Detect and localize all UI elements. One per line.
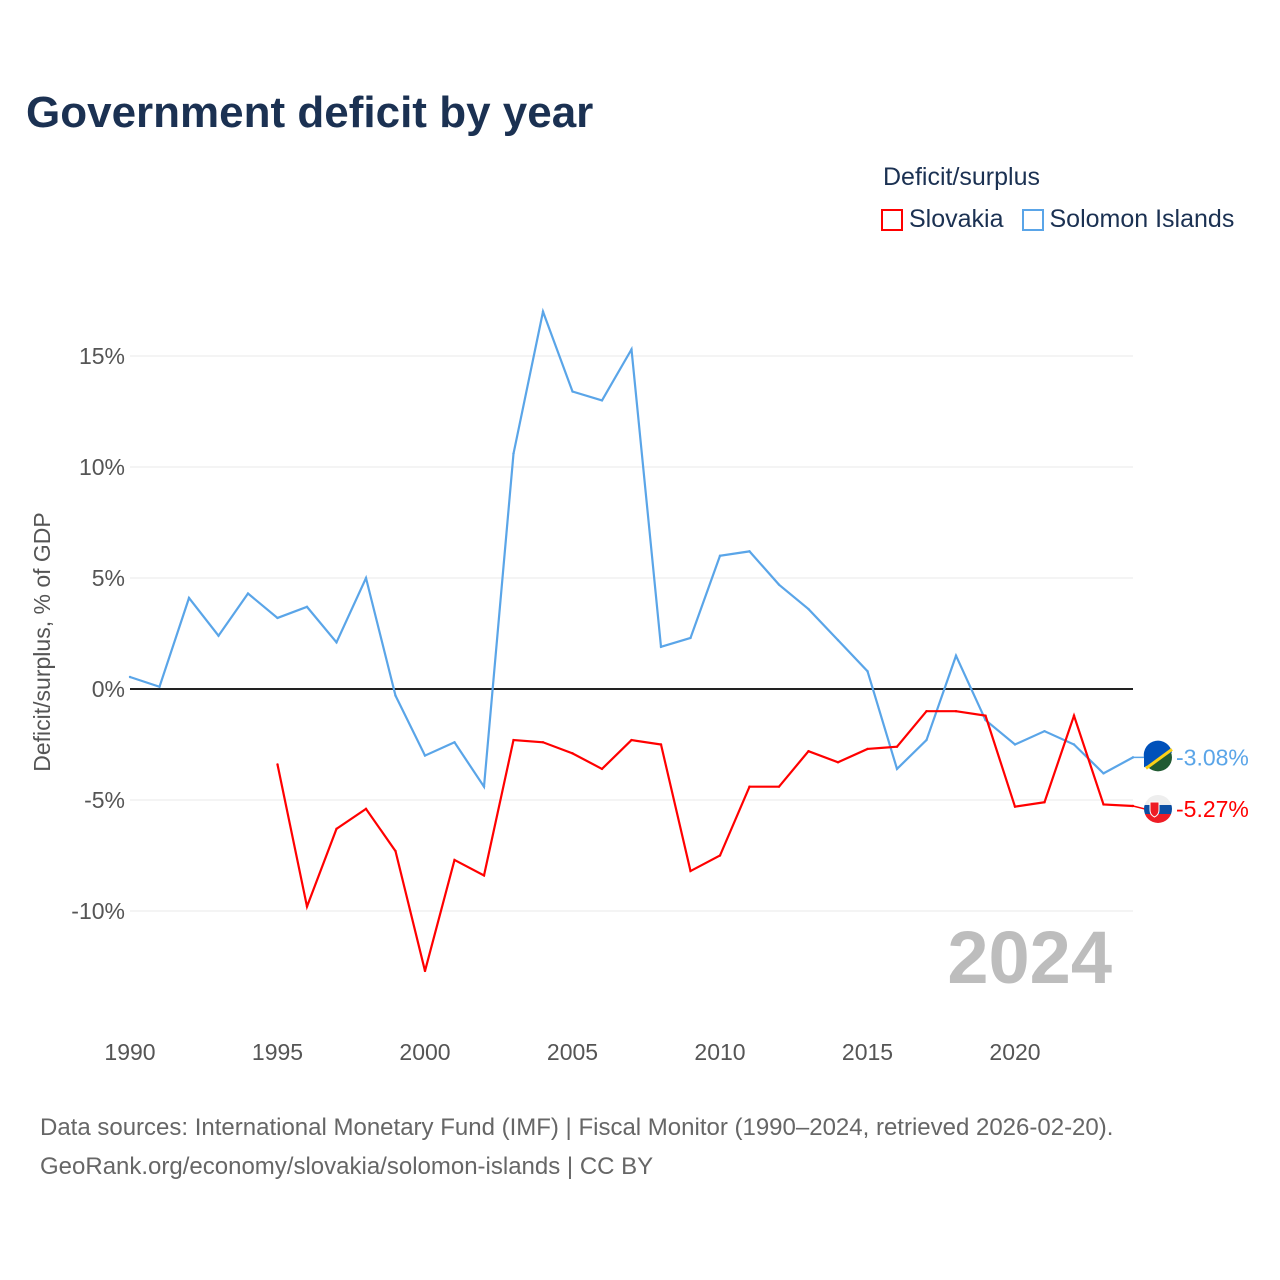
data-point xyxy=(836,638,840,642)
data-point xyxy=(423,969,427,973)
data-point xyxy=(217,634,220,637)
data-point xyxy=(984,714,987,717)
source-link[interactable]: GeoRank.org/economy/slovakia/solomon-isl… xyxy=(40,1153,654,1180)
data-point xyxy=(866,670,869,673)
data-point xyxy=(512,452,515,455)
data-point xyxy=(482,874,486,877)
data-point xyxy=(954,710,958,713)
end-connector xyxy=(1132,805,1146,810)
data-point xyxy=(1043,729,1046,733)
legend-swatch xyxy=(881,208,903,231)
y-tick-label: -10% xyxy=(71,898,125,924)
data-point xyxy=(512,738,515,742)
data-point xyxy=(748,550,751,553)
data-point xyxy=(571,390,574,393)
data-point xyxy=(659,645,663,649)
data-point xyxy=(246,592,250,595)
data-point xyxy=(158,685,161,688)
data-point xyxy=(335,641,338,644)
data-point xyxy=(1043,801,1046,804)
chart-title: Government deficit by year xyxy=(26,88,594,137)
y-tick-label: 10% xyxy=(79,454,125,480)
legend-title: Deficit/surplus xyxy=(883,163,1040,191)
data-point xyxy=(836,761,840,764)
x-tick-label: 2005 xyxy=(547,1039,598,1065)
data-point xyxy=(689,869,692,873)
data-point xyxy=(1102,803,1105,806)
x-tick-label: 2015 xyxy=(842,1039,893,1065)
y-tick-label: 0% xyxy=(92,676,125,702)
data-point xyxy=(718,854,722,857)
legend-label: Solomon Islands xyxy=(1049,205,1235,233)
series-line-slovakia xyxy=(276,710,1134,972)
data-point xyxy=(630,738,633,742)
data-point xyxy=(895,745,899,748)
legend-swatch xyxy=(1021,208,1044,231)
year-watermark: 2024 xyxy=(947,916,1112,999)
slovakia-flag-icon xyxy=(1144,794,1172,823)
data-point xyxy=(807,749,810,753)
data-point xyxy=(364,807,368,811)
data-point xyxy=(689,636,692,640)
legend-label: Slovakia xyxy=(909,205,1004,233)
data-point xyxy=(925,710,928,713)
data-point xyxy=(659,743,663,746)
data-point xyxy=(1013,743,1017,746)
data-point xyxy=(423,754,427,757)
data-point xyxy=(305,605,309,609)
source-note: Data sources: International Monetary Fun… xyxy=(40,1108,1113,1186)
data-point xyxy=(276,763,279,766)
legend-item-slovakia[interactable]: Slovakia xyxy=(881,205,1004,234)
solomon-islands-flag-icon xyxy=(1143,740,1173,772)
data-point xyxy=(600,767,604,771)
data-point xyxy=(777,785,781,788)
data-point xyxy=(895,767,899,771)
data-point xyxy=(748,785,751,788)
data-point xyxy=(777,583,781,586)
data-point xyxy=(954,654,958,657)
x-tick-label: 2020 xyxy=(989,1039,1040,1065)
data-point xyxy=(187,596,191,600)
data-point xyxy=(630,348,633,351)
source-line: Data sources: International Monetary Fun… xyxy=(40,1114,1114,1141)
data-point xyxy=(364,576,368,580)
data-point xyxy=(1013,805,1017,808)
data-point xyxy=(453,741,456,744)
y-axis-label: Deficit/surplus, % of GDP xyxy=(29,512,55,771)
end-value-label: -3.08% xyxy=(1176,744,1249,770)
data-point xyxy=(482,785,486,788)
end-value-label: -5.27% xyxy=(1176,796,1249,822)
legend-item-solomon-islands[interactable]: Solomon Islands xyxy=(1021,205,1235,234)
x-tick-label: 1995 xyxy=(252,1039,303,1065)
data-point xyxy=(128,675,132,679)
data-point xyxy=(1072,743,1076,746)
data-point xyxy=(305,905,309,908)
y-tick-label: 15% xyxy=(79,343,125,369)
data-point xyxy=(276,616,279,620)
data-point xyxy=(541,310,545,313)
data-point xyxy=(925,738,928,742)
data-point xyxy=(1072,714,1076,717)
data-point xyxy=(807,607,810,611)
x-tick-label: 2000 xyxy=(399,1039,450,1065)
x-tick-label: 1990 xyxy=(104,1039,155,1065)
data-point xyxy=(453,858,456,862)
y-tick-label: -5% xyxy=(84,787,125,813)
y-tick-label: 5% xyxy=(92,565,125,591)
data-point xyxy=(600,399,604,402)
legend: Slovakia Solomon Islands xyxy=(881,205,1234,234)
data-point xyxy=(1102,772,1105,775)
data-point xyxy=(866,747,869,751)
data-point xyxy=(335,827,338,831)
data-point xyxy=(571,752,574,755)
data-point xyxy=(541,741,545,744)
x-tick-label: 2010 xyxy=(694,1039,745,1065)
data-point xyxy=(718,554,722,557)
data-point xyxy=(394,849,397,853)
data-point xyxy=(394,694,397,697)
